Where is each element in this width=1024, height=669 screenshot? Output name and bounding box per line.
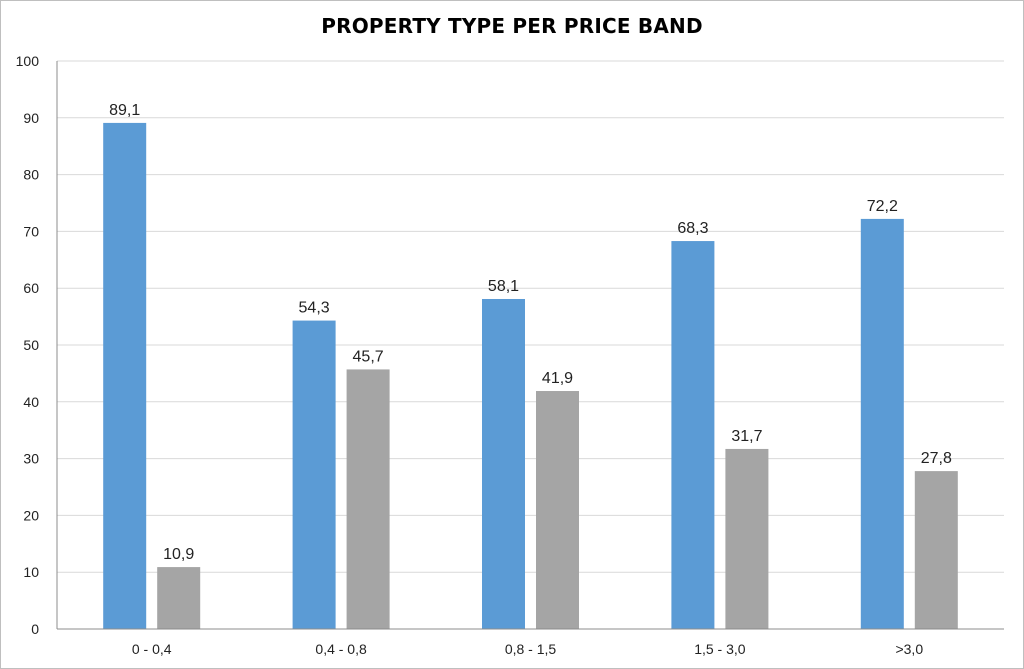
data-label: 68,3 — [677, 220, 708, 237]
data-label: 10,9 — [163, 546, 194, 563]
bar-series2-2 — [536, 391, 579, 629]
y-tick-label: 0 — [31, 621, 39, 637]
y-tick-label: 30 — [23, 451, 39, 467]
x-axis-ticks: 0 - 0,4 0,4 - 0,8 0,8 - 1,5 1,5 - 3,0 >3,0 — [132, 641, 923, 657]
data-label: 45,7 — [353, 348, 384, 365]
bar-series1-4 — [860, 218, 904, 630]
bar-series1-1 — [292, 320, 336, 629]
bar-series2-4 — [914, 471, 958, 629]
y-tick-label: 20 — [23, 507, 39, 523]
bar-series1-3 — [671, 241, 715, 629]
bars — [103, 122, 958, 630]
x-tick-label: 0,4 - 0,8 — [315, 641, 367, 657]
y-axis-ticks: 0 10 20 30 40 50 60 70 80 90 100 — [16, 53, 40, 637]
y-tick-label: 40 — [23, 394, 39, 410]
x-tick-label: >3,0 — [895, 641, 923, 657]
x-tick-label: 0 - 0,4 — [132, 641, 172, 657]
y-tick-label: 10 — [23, 564, 39, 580]
gridlines — [57, 60, 1004, 573]
data-label: 89,1 — [109, 102, 140, 119]
axes — [56, 61, 1004, 630]
y-tick-label: 70 — [23, 223, 39, 239]
x-tick-label: 1,5 - 3,0 — [694, 641, 746, 657]
y-tick-label: 90 — [23, 110, 39, 126]
x-tick-label: 0,8 - 1,5 — [505, 641, 557, 657]
y-tick-label: 50 — [23, 337, 39, 353]
bar-series1-2 — [482, 298, 525, 629]
data-label: 54,3 — [299, 300, 330, 317]
bar-series1-0 — [103, 122, 147, 630]
chart-title: PROPERTY TYPE PER PRICE BAND — [321, 14, 703, 38]
data-labels: 89,1 10,9 54,3 45,7 58,1 41,9 68,3 31,7 72,2 27,8 — [109, 102, 952, 563]
bar-series2-3 — [725, 448, 769, 629]
bar-series2-0 — [157, 567, 201, 629]
data-label: 41,9 — [542, 370, 573, 387]
data-label: 31,7 — [731, 428, 762, 445]
y-tick-label: 100 — [16, 53, 40, 69]
y-tick-label: 80 — [23, 167, 39, 183]
data-label: 58,1 — [488, 278, 519, 295]
data-label: 72,2 — [867, 198, 898, 215]
bar-series2-1 — [346, 369, 390, 629]
y-tick-label: 60 — [23, 280, 39, 296]
data-label: 27,8 — [921, 450, 952, 467]
